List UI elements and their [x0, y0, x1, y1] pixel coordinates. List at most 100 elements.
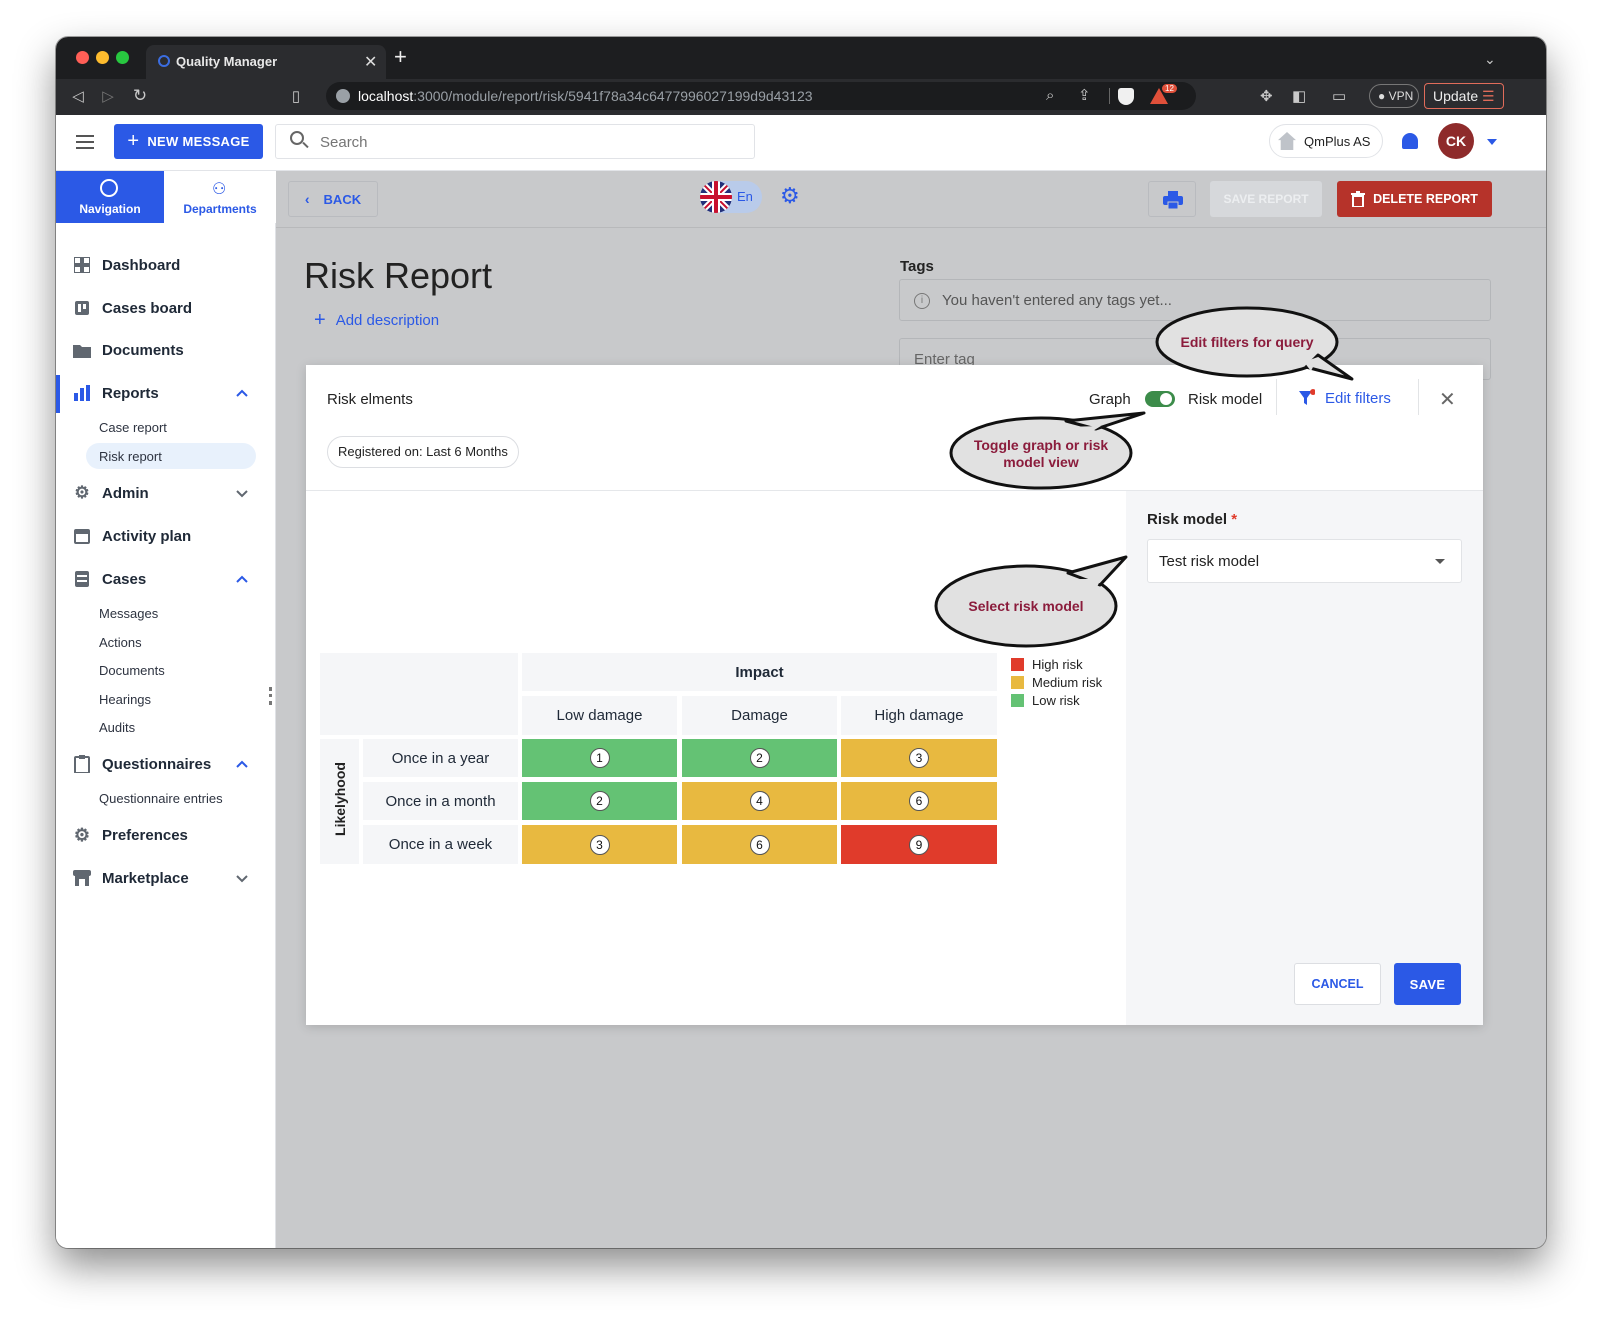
risk-cell[interactable]: 2: [682, 739, 837, 777]
risk-cell[interactable]: 2: [522, 782, 677, 820]
risk-cell[interactable]: 9: [841, 825, 997, 864]
new-message-button[interactable]: + NEW MESSAGE: [114, 124, 263, 159]
legend-swatch: [1011, 693, 1024, 707]
org-chart-icon: ⚇: [212, 181, 227, 198]
save-report-button[interactable]: SAVE REPORT: [1210, 181, 1322, 217]
tab-close-icon[interactable]: ✕: [364, 54, 378, 71]
back-button[interactable]: ‹ BACK: [288, 181, 378, 217]
minimize-window-icon[interactable]: [96, 51, 109, 64]
home-icon: [1278, 132, 1296, 150]
close-window-icon[interactable]: [76, 51, 89, 64]
dialog-title: Risk elments: [327, 391, 413, 408]
tab-list-chevron-icon[interactable]: ⌄: [1484, 51, 1496, 67]
compass-icon: [100, 179, 118, 197]
save-button[interactable]: SAVE: [1394, 963, 1461, 1005]
search-field[interactable]: [275, 124, 755, 159]
resize-handle[interactable]: [269, 687, 273, 705]
sidebar-subitem-hearings[interactable]: Hearings: [99, 692, 152, 707]
sidebar-subitem-audits[interactable]: Audits: [99, 720, 136, 735]
risk-cell[interactable]: 3: [841, 739, 997, 777]
risk-cell[interactable]: 4: [682, 782, 837, 820]
back-nav-icon[interactable]: ◁: [72, 88, 84, 105]
sidebar-item-label: Cases board: [102, 299, 193, 317]
cases-board-icon: [72, 298, 92, 318]
chevron-up-icon[interactable]: [236, 573, 248, 585]
zoom-icon[interactable]: ⌕: [1046, 87, 1055, 104]
sidebar-item-admin[interactable]: ⚙ Admin: [72, 481, 148, 505]
likelyhood-header-cell: Likelyhood: [320, 739, 359, 864]
new-tab-icon[interactable]: +: [394, 44, 407, 69]
sidebar-item-marketplace[interactable]: Marketplace: [72, 866, 189, 890]
maximize-window-icon[interactable]: [116, 51, 129, 64]
vpn-button[interactable]: ● VPN: [1369, 84, 1419, 108]
print-button[interactable]: [1148, 181, 1196, 217]
delete-report-label: DELETE REPORT: [1373, 192, 1478, 206]
risk-cell[interactable]: 3: [522, 825, 677, 864]
url-host: localhost: [358, 88, 414, 104]
avatar[interactable]: CK: [1438, 123, 1474, 159]
risk-model-select[interactable]: Test risk model: [1147, 539, 1462, 583]
close-dialog-icon[interactable]: ✕: [1439, 389, 1456, 411]
bookmark-icon[interactable]: ▯: [291, 88, 301, 105]
sidebar-item-questionnaires[interactable]: Questionnaires: [72, 752, 211, 776]
sidebar-subitem-risk-report[interactable]: Risk report: [99, 449, 162, 464]
sidebar-subitem-documents[interactable]: Documents: [99, 663, 165, 678]
chevron-up-icon[interactable]: [236, 758, 248, 770]
plus-icon: +: [127, 130, 140, 152]
sidebar-item-cases-board[interactable]: Cases board: [72, 296, 192, 320]
risk-elements-dialog: Risk elments Graph Risk model Edit filte…: [306, 365, 1483, 1025]
chevron-up-icon[interactable]: [236, 387, 248, 399]
share-icon[interactable]: ⇪: [1078, 87, 1091, 104]
tab-departments[interactable]: ⚇ Departments: [164, 171, 276, 223]
sidebar-item-cases[interactable]: Cases: [72, 567, 146, 591]
new-message-label: NEW MESSAGE: [147, 134, 250, 149]
forward-nav-icon[interactable]: ▷: [102, 88, 114, 105]
site-info-icon[interactable]: [336, 89, 350, 103]
sidebar-item-label: Cases: [102, 570, 147, 588]
extensions-icon[interactable]: ✥: [1260, 88, 1273, 105]
sidebar-subitem-case-report[interactable]: Case report: [99, 420, 167, 435]
account-dropdown-icon[interactable]: [1487, 139, 1497, 145]
wallet-icon[interactable]: ▭: [1332, 88, 1347, 105]
add-description-link[interactable]: + Add description: [314, 309, 439, 332]
sidebar-item-reports[interactable]: Reports: [72, 381, 159, 405]
risk-cell[interactable]: 6: [841, 782, 997, 820]
url-field[interactable]: localhost:3000/module/report/risk/5941f7…: [326, 82, 1196, 110]
reload-icon[interactable]: ↻: [132, 86, 148, 105]
sidebar-toggle-icon[interactable]: ◧: [1292, 88, 1307, 105]
active-indicator: [56, 375, 60, 413]
browser-tab[interactable]: Quality Manager ✕: [146, 45, 386, 79]
sidebar-subitem-questionnaire-entries[interactable]: Questionnaire entries: [99, 791, 223, 806]
risk-cell[interactable]: 1: [522, 739, 677, 777]
delete-report-button[interactable]: DELETE REPORT: [1337, 181, 1492, 217]
brave-shield-icon[interactable]: [1118, 88, 1134, 105]
filter-chip[interactable]: Registered on: Last 6 Months: [327, 436, 519, 468]
sidebar-item-documents[interactable]: Documents: [72, 338, 184, 362]
search-input[interactable]: [318, 131, 738, 153]
matrix-corner: [320, 653, 518, 735]
chevron-down-icon[interactable]: [236, 872, 248, 884]
sidebar-item-activity-plan[interactable]: Activity plan: [72, 524, 191, 548]
edit-filters-button[interactable]: Edit filters: [1299, 389, 1391, 407]
uk-flag-icon: [700, 181, 732, 213]
callout-toggle-text: Toggle graph or risk model view: [973, 437, 1109, 470]
company-selector[interactable]: QmPlus AS: [1269, 124, 1383, 158]
sidebar-item-dashboard[interactable]: Dashboard: [72, 253, 180, 277]
risk-legend: High risk Medium risk Low risk: [1011, 655, 1102, 709]
settings-gear-icon[interactable]: ⚙: [780, 183, 800, 208]
url-path: :3000/module/report/risk/5941f78a34c6477…: [413, 88, 813, 104]
hamburger-menu-icon[interactable]: [76, 135, 94, 149]
language-selector[interactable]: En: [700, 181, 762, 213]
update-button[interactable]: Update ☰: [1424, 83, 1504, 109]
sidebar-item-preferences[interactable]: ⚙ Preferences: [72, 823, 188, 847]
sidebar-subitem-actions[interactable]: Actions: [99, 635, 142, 650]
notifications-bell-icon[interactable]: [1402, 133, 1418, 149]
browser-tab-bar: Quality Manager ✕ + ⌄: [56, 37, 1546, 79]
tab-navigation[interactable]: Navigation: [56, 171, 164, 223]
chevron-left-icon: ‹: [304, 191, 310, 207]
chevron-down-icon[interactable]: [236, 487, 248, 499]
risk-cell[interactable]: 6: [682, 825, 837, 864]
sidebar-subitem-messages[interactable]: Messages: [99, 606, 159, 621]
cancel-button[interactable]: CANCEL: [1294, 963, 1381, 1005]
graph-model-toggle[interactable]: [1145, 391, 1175, 407]
